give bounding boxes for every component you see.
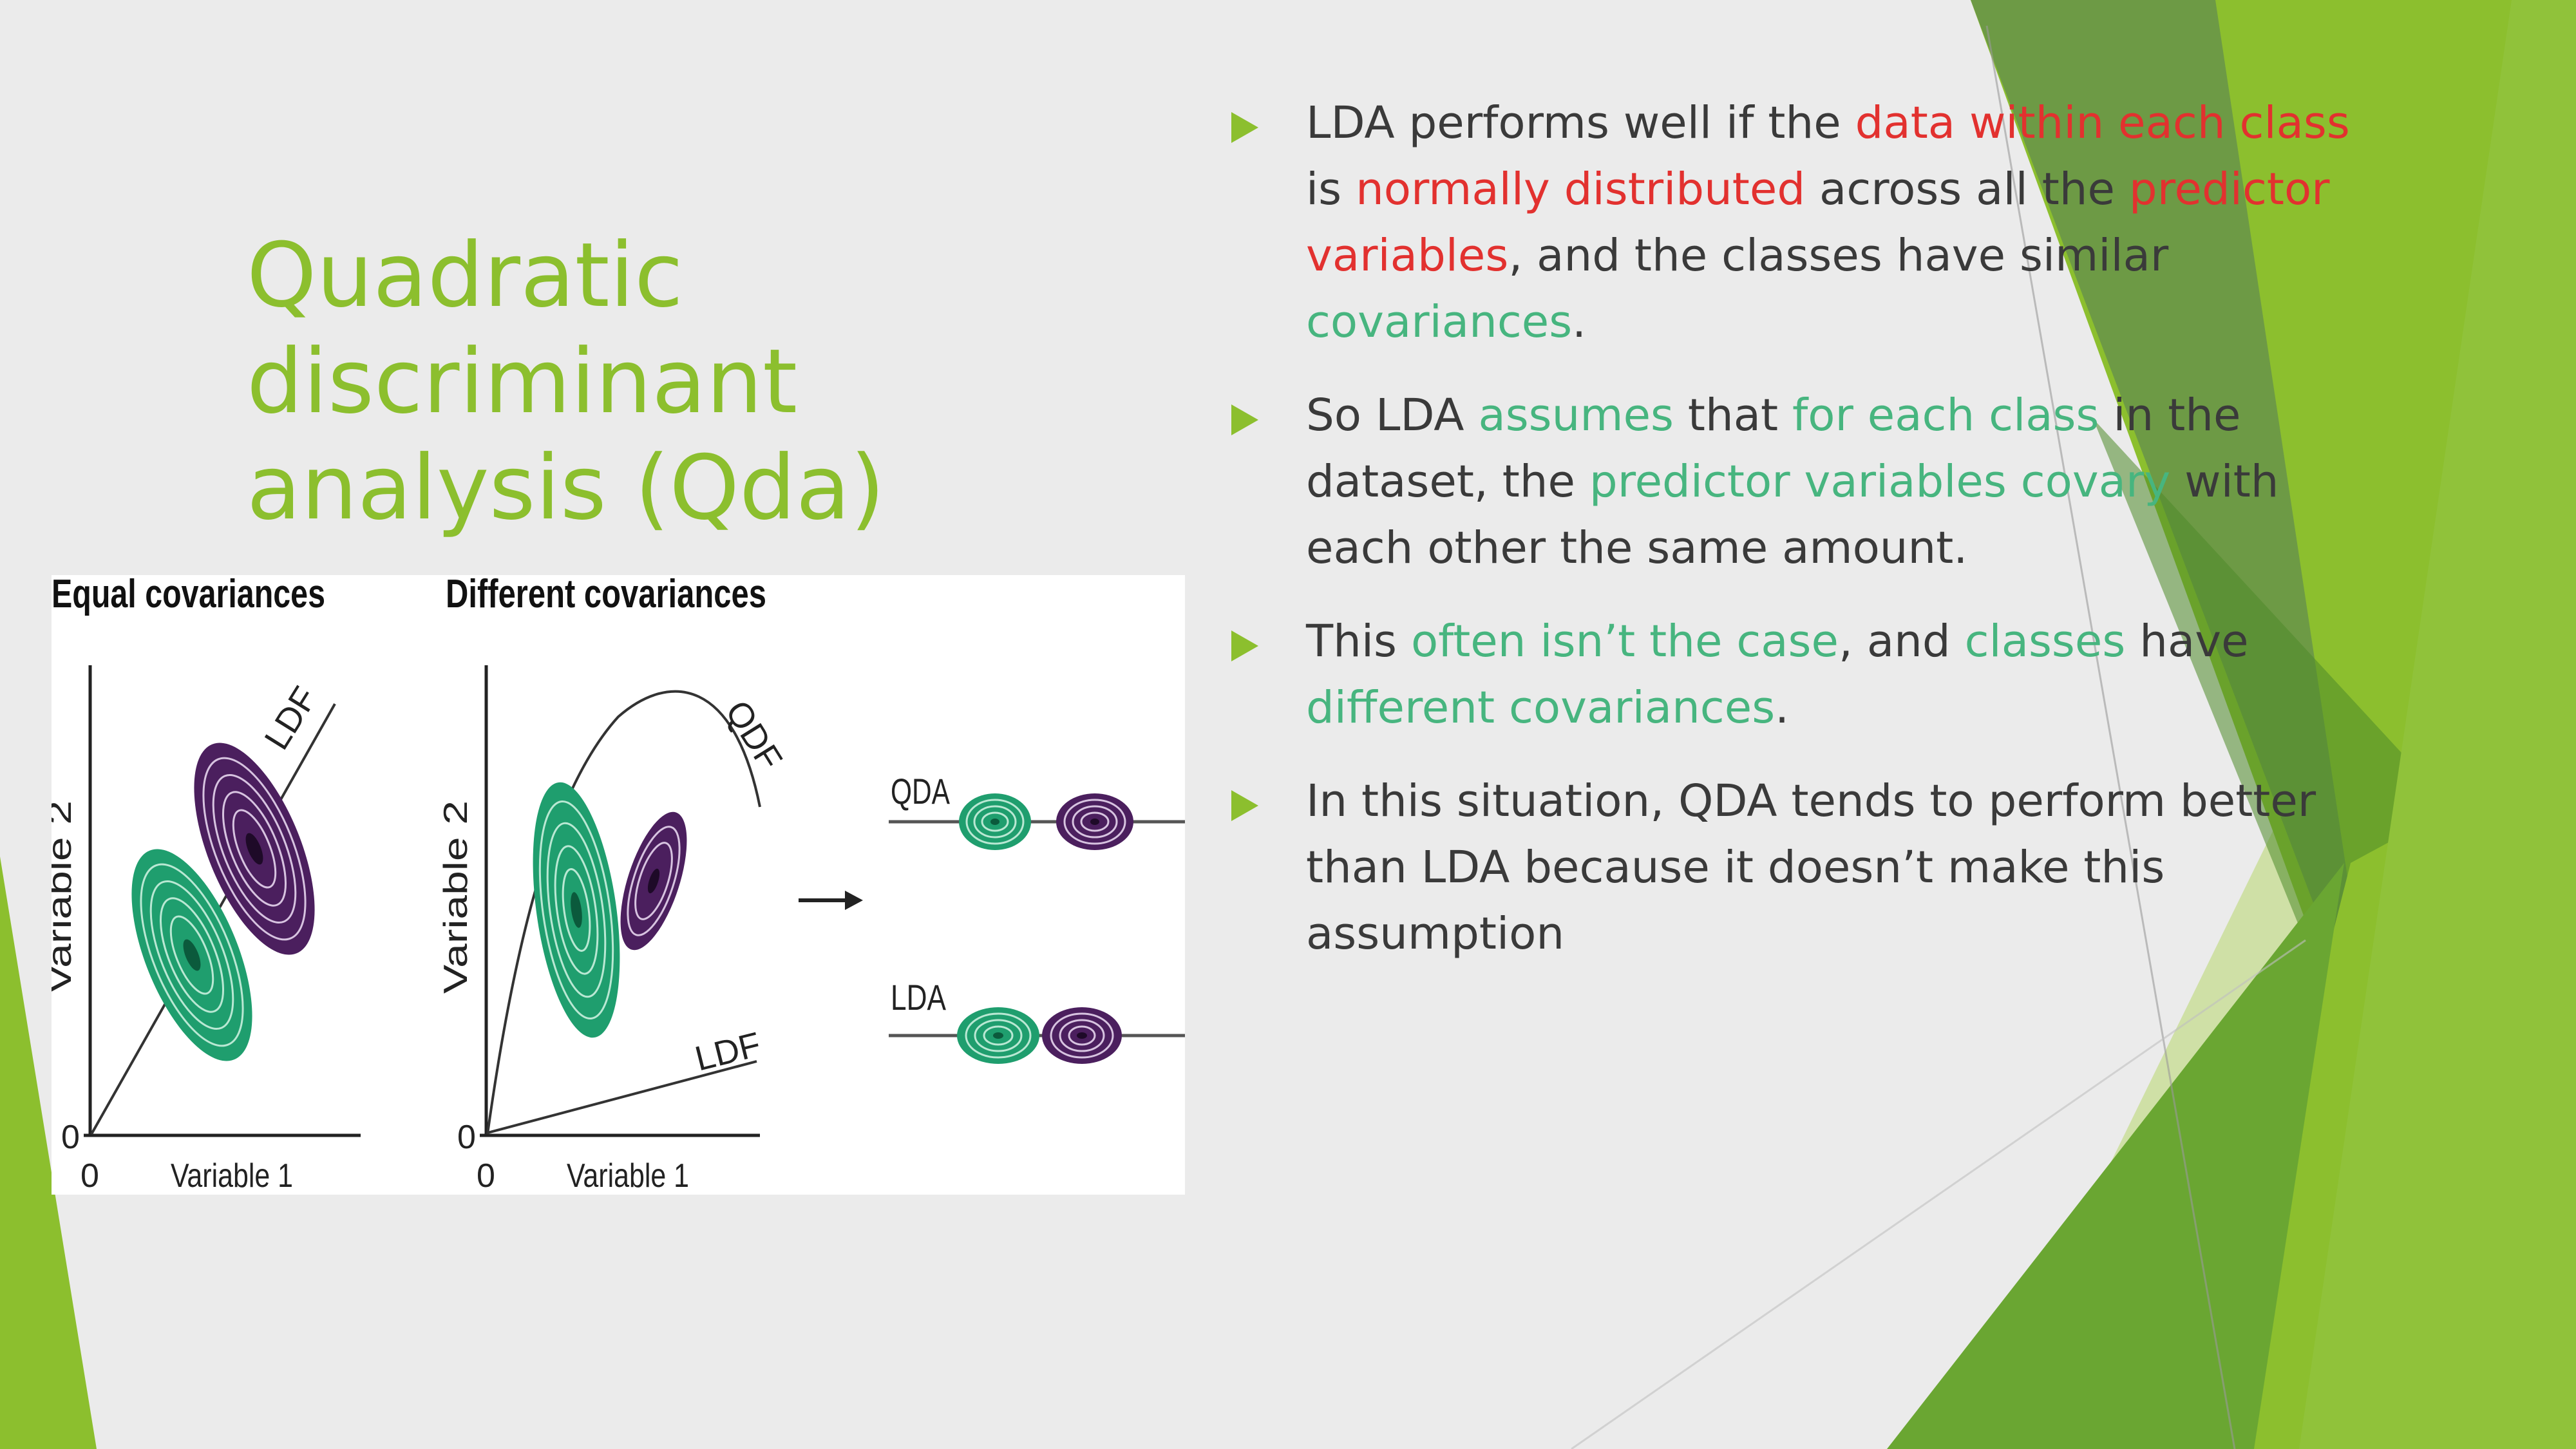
triangle-bullet-icon	[1231, 404, 1258, 435]
panel2-ldf-line	[487, 1060, 757, 1134]
lda-purple-rings	[1042, 1007, 1122, 1064]
slide-title-line-2: analysis (Qda)	[247, 436, 886, 540]
left-green-shard	[0, 857, 97, 1449]
panel2-origin-x: 0	[477, 1157, 495, 1195]
triangle-bullet-icon	[1231, 790, 1258, 821]
thin-line-2	[1571, 939, 2306, 1449]
panel1-purple-ellipses	[194, 743, 315, 955]
bullet-item: LDA performs well if the data within eac…	[1230, 90, 2376, 355]
panel2-title: Different covariances	[446, 575, 766, 616]
panel2-purple-ellipses	[620, 811, 687, 951]
bullet-item: In this situation, QDA tends to perform …	[1230, 768, 2376, 967]
panel1-x-label: Variable 1	[171, 1157, 293, 1195]
bullet-text: In this situation, QDA tends to perform …	[1306, 775, 2316, 960]
bullet-list: LDA performs well if the data within eac…	[1230, 90, 2376, 994]
thin-line-1	[1985, 25, 2236, 1449]
panel1-origin-x: 0	[80, 1157, 99, 1195]
panel1-green-ellipses	[131, 849, 252, 1061]
panel1-origin-y: 0	[61, 1119, 80, 1156]
bullet-text: So LDA assumes that for each class in th…	[1306, 390, 2279, 574]
slide-title-line-1: Quadratic discriminant	[247, 223, 798, 433]
panel1-title: Equal covariances	[52, 575, 325, 616]
qda-label: QDA	[891, 771, 950, 811]
bullet-text: This often isn’t the case, and classes h…	[1306, 616, 2249, 734]
right-edge-shard	[2299, 0, 2576, 1449]
panel2-x-label: Variable 1	[567, 1157, 689, 1195]
panel2-origin-y: 0	[457, 1119, 476, 1156]
right-arrow-icon	[799, 891, 863, 910]
covariance-figure: Equal covariances Variable 2 Variable 1 …	[52, 575, 1185, 1195]
panel2-qdf-curve	[486, 690, 761, 1135]
qda-green-rings	[959, 793, 1031, 850]
triangle-bullet-icon	[1231, 112, 1258, 143]
triangle-bullet-icon	[1231, 630, 1258, 661]
panel2-y-label: Variable 2	[437, 800, 475, 994]
lda-label: LDA	[891, 977, 947, 1018]
panel2-green-ellipses	[533, 782, 620, 1038]
bullet-item: This often isn’t the case, and classes h…	[1230, 609, 2376, 741]
qda-purple-rings	[1056, 793, 1133, 850]
bottom-mid-shard	[1887, 863, 2344, 1449]
lda-green-rings	[957, 1007, 1039, 1064]
bullet-item: So LDA assumes that for each class in th…	[1230, 383, 2376, 582]
slide-title: Quadratic discriminant analysis (Qda)	[247, 222, 1213, 541]
panel1-y-label: Variable 2	[52, 800, 79, 994]
bullet-text: LDA performs well if the data within eac…	[1306, 97, 2350, 348]
